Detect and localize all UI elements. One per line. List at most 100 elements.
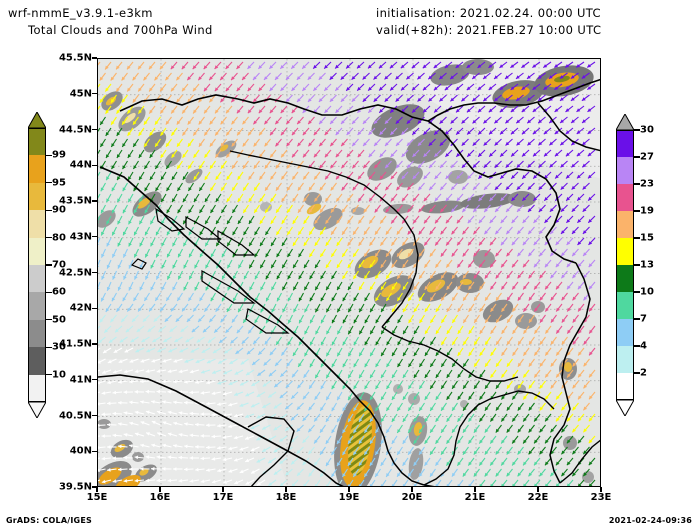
colorbar-tick-label: 70	[52, 259, 66, 271]
colorbar-tick-mark	[46, 373, 52, 376]
y-tick-label: 45N	[69, 88, 92, 100]
colorbar-tick-mark	[634, 210, 640, 212]
colorbar-tick-label: 10	[640, 286, 654, 298]
colorbar-tick-mark	[634, 183, 640, 185]
wind-barb-layer	[98, 61, 596, 486]
colorbar-tick-label: 13	[640, 259, 654, 271]
y-tick-label: 44N	[69, 159, 92, 171]
initialisation-text: initialisation: 2021.02.24. 00:00 UTC	[376, 6, 601, 20]
x-tick-mark	[600, 487, 602, 492]
field-title: Total Clouds and 700hPa Wind	[28, 23, 213, 37]
colorbar-tick-label: 19	[640, 205, 654, 217]
y-tick-label: 42N	[69, 302, 92, 314]
colorbar-tick-label: 30	[640, 124, 654, 136]
colorbar-cap-bottom	[615, 399, 635, 418]
x-tick-label: 21E	[464, 492, 486, 503]
colorbar-band	[616, 184, 634, 211]
colorbar-tick-mark	[634, 237, 640, 239]
x-tick-mark	[537, 487, 539, 492]
y-tick-label: 40N	[69, 445, 92, 457]
x-tick-mark	[222, 487, 224, 492]
colorbar-band	[28, 265, 46, 293]
map-plot-area[interactable]	[97, 58, 601, 487]
wind-colorbar: 2 4 7 10 13 15 19 23 27 30	[615, 112, 654, 418]
colorbar-tick-mark	[46, 291, 52, 294]
colorbar-tick-mark	[634, 345, 640, 347]
x-tick-mark	[285, 487, 287, 492]
y-tick-label: 42.5N	[58, 267, 92, 278]
y-tick-label: 44.5N	[58, 124, 92, 135]
colorbar-tick-mark	[634, 264, 640, 266]
x-tick-label: 19E	[338, 492, 360, 503]
y-tick-label: 45.5N	[58, 52, 92, 64]
colorbar-tick-mark	[634, 129, 640, 131]
colorbar-tick-label: 90	[52, 204, 66, 216]
colorbar-band	[28, 347, 46, 375]
colorbar-tick-label: 30	[52, 341, 66, 353]
colorbar-tick-label: 10	[52, 369, 66, 381]
x-tick-label: 23E	[590, 492, 612, 503]
x-tick-mark	[96, 487, 98, 492]
colorbar-tick-label: 99	[52, 149, 66, 161]
colorbar-tick-label: 23	[640, 178, 654, 190]
colorbar-tick-label: 50	[52, 314, 66, 326]
colorbar-band	[616, 319, 634, 346]
x-tick-mark	[348, 487, 350, 492]
y-tick-label: 39.5N	[58, 481, 92, 493]
cloud-colorbar: 10 30 50 60 70 80 90 95 99	[27, 110, 66, 420]
map-canvas	[98, 59, 600, 486]
colorbar-tick-label: 2	[640, 367, 647, 379]
colorbar-band	[28, 210, 46, 238]
model-title: wrf-nmmE_v3.9.1-e3km	[8, 6, 153, 20]
colorbar-tick-mark	[46, 209, 52, 211]
x-tick-label: 16E	[149, 492, 171, 503]
y-tick-label: 43.5N	[58, 195, 92, 207]
colorbar-band	[616, 238, 634, 265]
coastline-layer	[98, 78, 600, 486]
header-block: wrf-nmmE_v3.9.1-e3km Total Clouds and 70…	[0, 0, 700, 50]
colorbar-tick-mark	[46, 236, 52, 239]
colorbar-tick-label: 27	[640, 151, 654, 163]
colorbar-tick-mark	[46, 154, 52, 157]
colorbar-band	[616, 265, 634, 292]
colorbar-tick-mark	[634, 372, 640, 374]
render-stamp: 2021-02-24-09:36	[608, 516, 692, 525]
x-tick-label: 20E	[401, 492, 423, 503]
colorbar-tick-mark	[46, 182, 52, 184]
x-tick-label: 22E	[527, 492, 549, 503]
colorbar-band	[28, 237, 46, 265]
colorbar-band	[616, 130, 634, 157]
colorbar-cap-top	[615, 112, 635, 131]
x-tick-label: 18E	[275, 492, 297, 503]
x-tick-mark	[159, 487, 161, 492]
colorbar-cap-bottom	[27, 401, 47, 420]
colorbar-band	[28, 374, 46, 402]
dense-cloud-cell	[334, 392, 382, 486]
colorbar-tick-mark	[46, 319, 52, 321]
y-tick-label: 40.5N	[58, 410, 92, 421]
x-tick-mark	[411, 487, 413, 492]
colorbar-band	[28, 319, 46, 348]
colorbar-band	[616, 346, 634, 373]
colorbar-band	[616, 211, 634, 238]
valid-time-text: valid(+82h): 2021.FEB.27 10:00 UTC	[376, 23, 602, 37]
colorbar-band	[616, 157, 634, 184]
colorbar-tick-mark	[634, 291, 640, 293]
colorbar-tick-label: 15	[640, 232, 654, 244]
x-tick-label: 17E	[212, 492, 234, 503]
colorbar-tick-mark	[46, 346, 52, 348]
footer-block: GrADS: COLA/IGES 2021-02-24-09:36	[0, 506, 700, 530]
x-tick-mark	[474, 487, 476, 492]
colorbar-band	[28, 182, 46, 211]
y-tick-label: 41N	[69, 374, 92, 386]
colorbar-tick-label: 60	[52, 286, 66, 298]
colorbar-tick-mark	[634, 318, 640, 320]
colorbar-band	[28, 292, 46, 320]
colorbar-tick-label: 4	[640, 340, 647, 352]
colorbar-cap-top	[27, 110, 47, 129]
colorbar-tick-label: 7	[640, 313, 647, 325]
colorbar-band	[28, 155, 46, 183]
colorbar-band	[616, 373, 634, 400]
grads-credit: GrADS: COLA/IGES	[6, 516, 92, 525]
colorbar-tick-mark	[634, 156, 640, 158]
